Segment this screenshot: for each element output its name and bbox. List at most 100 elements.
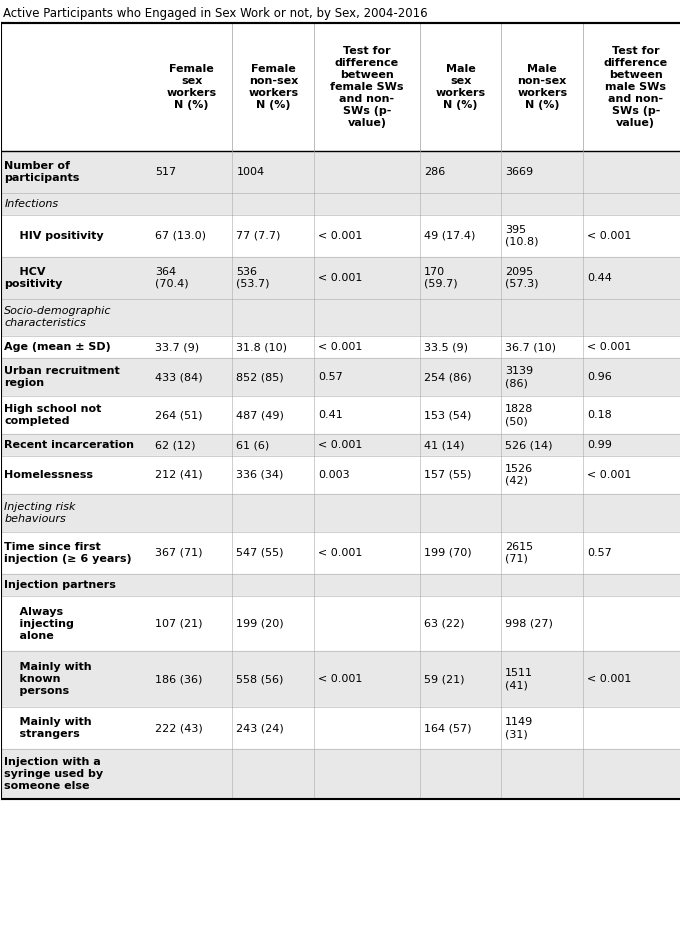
Bar: [1, 651, 681, 707]
Text: Injecting risk
behaviours: Injecting risk behaviours: [4, 502, 76, 524]
Text: 164 (57): 164 (57): [424, 723, 471, 733]
Text: 0.44: 0.44: [587, 273, 612, 283]
Text: Injection partners: Injection partners: [4, 580, 116, 589]
Bar: [1, 359, 681, 396]
Text: 243 (24): 243 (24): [236, 723, 284, 733]
Text: 0.99: 0.99: [587, 440, 612, 450]
Text: Test for
difference
between
male SWs
and non-
SWs (p-
value): Test for difference between male SWs and…: [604, 46, 668, 128]
Text: Always
    injecting
    alone: Always injecting alone: [4, 606, 74, 641]
Text: 1828
(50): 1828 (50): [505, 404, 534, 426]
Text: 170
(59.7): 170 (59.7): [424, 266, 457, 289]
Text: 49 (17.4): 49 (17.4): [424, 231, 475, 241]
Text: 0.57: 0.57: [318, 373, 343, 382]
Text: 1004: 1004: [236, 167, 264, 177]
Text: Test for
difference
between
female SWs
and non-
SWs (p-
value): Test for difference between female SWs a…: [330, 46, 404, 128]
Text: 487 (49): 487 (49): [236, 410, 284, 420]
Text: 0.003: 0.003: [318, 470, 350, 480]
Text: 59 (21): 59 (21): [424, 674, 464, 685]
Text: < 0.001: < 0.001: [318, 231, 362, 241]
Text: 0.18: 0.18: [587, 410, 612, 420]
Text: 77 (7.7): 77 (7.7): [236, 231, 281, 241]
Text: 998 (27): 998 (27): [505, 618, 553, 629]
Text: 526 (14): 526 (14): [505, 440, 553, 450]
Text: 395
(10.8): 395 (10.8): [505, 225, 539, 247]
Bar: [1, 596, 681, 651]
Text: 33.5 (9): 33.5 (9): [424, 343, 468, 352]
Text: 212 (41): 212 (41): [155, 470, 202, 480]
Bar: [1, 257, 681, 299]
Text: 67 (13.0): 67 (13.0): [155, 231, 206, 241]
Text: 0.96: 0.96: [587, 373, 612, 382]
Bar: [1, 456, 681, 494]
Text: 1511
(41): 1511 (41): [505, 669, 533, 690]
Text: 31.8 (10): 31.8 (10): [236, 343, 287, 352]
Bar: [1, 299, 681, 336]
Text: Homelessness: Homelessness: [4, 470, 93, 480]
Text: < 0.001: < 0.001: [587, 343, 631, 352]
Bar: [1, 23, 681, 151]
Bar: [1, 151, 681, 192]
Bar: [1, 215, 681, 257]
Text: 254 (86): 254 (86): [424, 373, 471, 382]
Text: Recent incarceration: Recent incarceration: [4, 440, 134, 450]
Text: Mainly with
    known
    persons: Mainly with known persons: [4, 662, 92, 697]
Text: 33.7 (9): 33.7 (9): [155, 343, 199, 352]
Text: 286: 286: [424, 167, 445, 177]
Text: Mainly with
    strangers: Mainly with strangers: [4, 717, 92, 739]
Text: 41 (14): 41 (14): [424, 440, 464, 450]
Bar: [1, 396, 681, 434]
Text: Age (mean ± SD): Age (mean ± SD): [4, 343, 111, 352]
Bar: [1, 573, 681, 596]
Text: 558 (56): 558 (56): [236, 674, 284, 685]
Text: 36.7 (10): 36.7 (10): [505, 343, 556, 352]
Bar: [1, 707, 681, 749]
Text: Male
sex
workers
N (%): Male sex workers N (%): [435, 64, 486, 110]
Text: 62 (12): 62 (12): [155, 440, 195, 450]
Text: Number of
participants: Number of participants: [4, 161, 80, 183]
Text: 0.41: 0.41: [318, 410, 343, 420]
Text: 852 (85): 852 (85): [236, 373, 284, 382]
Text: 222 (43): 222 (43): [155, 723, 202, 733]
Text: 336 (34): 336 (34): [236, 470, 284, 480]
Text: < 0.001: < 0.001: [318, 674, 362, 685]
Bar: [1, 749, 681, 799]
Text: < 0.001: < 0.001: [318, 273, 362, 283]
Text: High school not
completed: High school not completed: [4, 404, 101, 426]
Text: Active Participants who Engaged in Sex Work or not, by Sex, 2004-2016: Active Participants who Engaged in Sex W…: [3, 7, 428, 21]
Text: 63 (22): 63 (22): [424, 618, 464, 629]
Text: Male
non-sex
workers
N (%): Male non-sex workers N (%): [517, 64, 567, 110]
Text: HCV
positivity: HCV positivity: [4, 266, 63, 289]
Text: 547 (55): 547 (55): [236, 547, 284, 558]
Text: Injection with a
syringe used by
someone else: Injection with a syringe used by someone…: [4, 757, 104, 791]
Text: 157 (55): 157 (55): [424, 470, 471, 480]
Text: 0.57: 0.57: [587, 547, 612, 558]
Text: 264 (51): 264 (51): [155, 410, 202, 420]
Text: 1149
(31): 1149 (31): [505, 717, 534, 739]
Text: 3669: 3669: [505, 167, 533, 177]
Text: < 0.001: < 0.001: [587, 674, 631, 685]
Text: Female
non-sex
workers
N (%): Female non-sex workers N (%): [248, 64, 298, 110]
Bar: [1, 531, 681, 573]
Text: 364
(70.4): 364 (70.4): [155, 266, 189, 289]
Text: HIV positivity: HIV positivity: [4, 231, 104, 241]
Text: 2615
(71): 2615 (71): [505, 542, 533, 564]
Text: < 0.001: < 0.001: [587, 470, 631, 480]
Text: Infections: Infections: [4, 199, 59, 209]
Text: 517: 517: [155, 167, 176, 177]
Text: 3139
(86): 3139 (86): [505, 366, 533, 389]
Text: Socio-demographic
characteristics: Socio-demographic characteristics: [4, 306, 112, 329]
Text: < 0.001: < 0.001: [318, 547, 362, 558]
Bar: [1, 192, 681, 215]
Text: 61 (6): 61 (6): [236, 440, 270, 450]
Text: 433 (84): 433 (84): [155, 373, 202, 382]
Text: 107 (21): 107 (21): [155, 618, 202, 629]
Text: Time since first
injection (≥ 6 years): Time since first injection (≥ 6 years): [4, 542, 132, 564]
Text: 2095
(57.3): 2095 (57.3): [505, 266, 539, 289]
Text: < 0.001: < 0.001: [318, 343, 362, 352]
Text: 1526
(42): 1526 (42): [505, 464, 533, 486]
Text: 199 (70): 199 (70): [424, 547, 471, 558]
Text: 186 (36): 186 (36): [155, 674, 202, 685]
Text: 367 (71): 367 (71): [155, 547, 202, 558]
Bar: [1, 494, 681, 531]
Text: 536
(53.7): 536 (53.7): [236, 266, 270, 289]
